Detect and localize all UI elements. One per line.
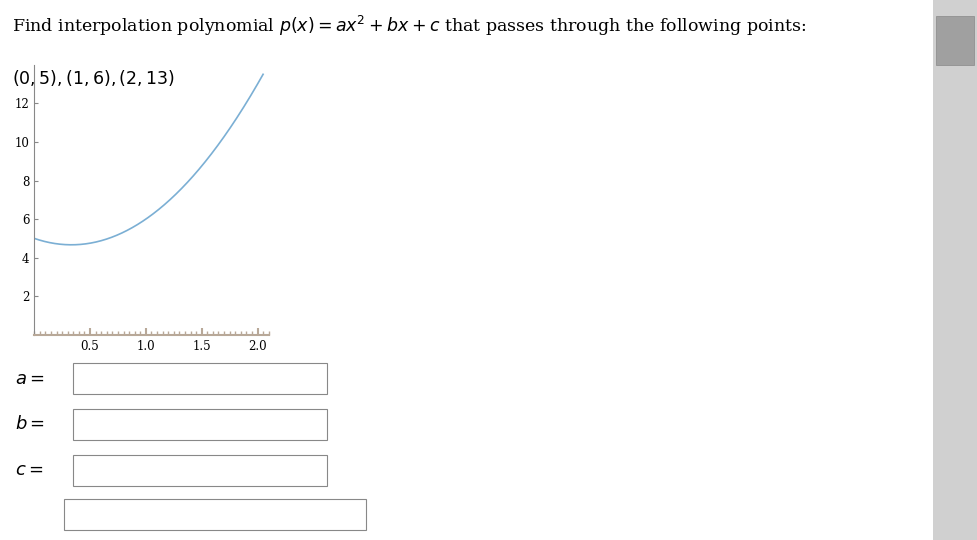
Text: Find interpolation polynomial $p(x) = ax^2 + bx + c$ that passes through the fol: Find interpolation polynomial $p(x) = ax… bbox=[12, 14, 806, 38]
Text: $b =$: $b =$ bbox=[15, 415, 45, 434]
Text: $c =$: $c =$ bbox=[15, 461, 43, 480]
Text: $(0, 5), (1, 6), (2, 13)$: $(0, 5), (1, 6), (2, 13)$ bbox=[12, 68, 175, 87]
Text: $a =$: $a =$ bbox=[15, 369, 44, 388]
